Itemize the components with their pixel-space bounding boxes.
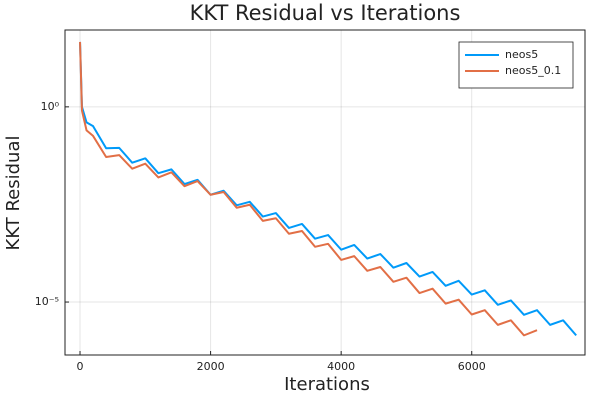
x-tick-label: 4000 xyxy=(327,360,355,373)
x-tick-label: 6000 xyxy=(458,360,486,373)
data-line xyxy=(79,41,538,337)
x-axis-label: Iterations xyxy=(284,374,370,395)
legend-box xyxy=(458,41,574,89)
y-tick-label: 10⁰ xyxy=(41,100,60,113)
y-tick-label: 10⁻⁵ xyxy=(35,295,59,308)
y-axis-label: KKT Residual xyxy=(3,136,24,251)
chart-title: KKT Residual vs Iterations xyxy=(190,1,461,25)
data-line xyxy=(79,41,577,337)
plot-frame xyxy=(64,29,586,356)
legend-label: neos5_0.1 xyxy=(505,64,561,77)
x-tick-label: 0 xyxy=(77,360,84,373)
legend-label: neos5 xyxy=(505,48,538,61)
x-tick-label: 2000 xyxy=(197,360,225,373)
